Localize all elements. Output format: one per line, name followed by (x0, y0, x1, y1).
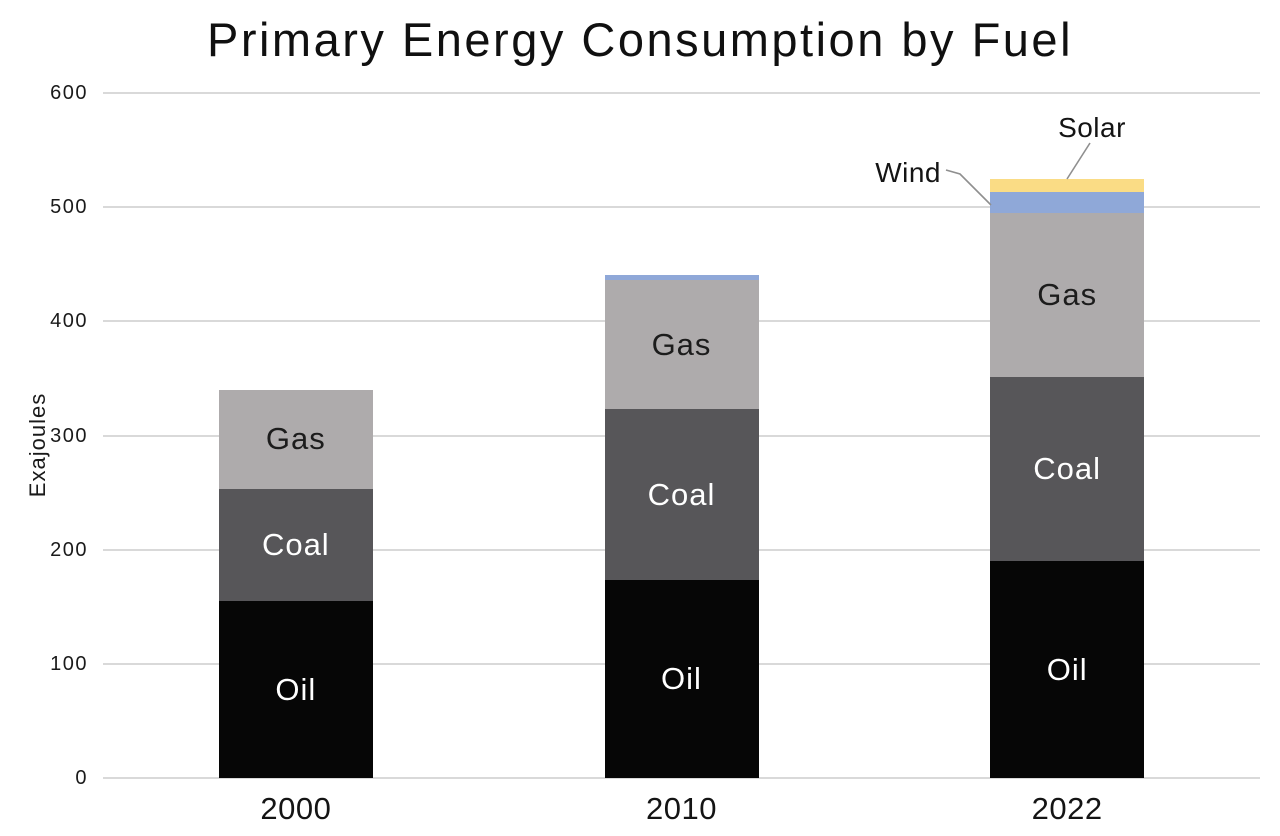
bar-segment-oil-2010: Oil (604, 580, 759, 778)
bar-segment-label: Coal (1033, 451, 1102, 487)
bar-segment-label: Gas (651, 326, 712, 362)
bar-segment-oil-2022: Oil (990, 561, 1145, 778)
bar-segment-oil-2000: Oil (218, 601, 373, 778)
chart-title: Primary Energy Consumption by Fuel (206, 13, 1074, 66)
wind-leader-line (945, 169, 992, 206)
x-tick-label: 2010 (646, 791, 717, 826)
y-tick-label: 200 (50, 538, 88, 561)
bar-segment-gas-2022: Gas (990, 212, 1145, 378)
bar-segment-wind-2022 (990, 192, 1145, 213)
x-tick-label: 2000 (260, 791, 332, 826)
y-tick-label: 600 (50, 82, 88, 104)
bar-segment-label: Coal (261, 527, 330, 563)
y-tick-label: 500 (50, 196, 88, 219)
bar-segment-gas-2010: Gas (604, 280, 759, 410)
solar-leader-line (1066, 142, 1091, 180)
annotation-solar-label: Solar (1058, 112, 1126, 143)
bar-segment-coal-2010: Coal (604, 409, 759, 581)
bar-segment-solar-2022 (990, 178, 1145, 193)
annotation-wind-label: Wind (875, 157, 941, 188)
bar-segment-label: Gas (265, 421, 326, 457)
gridline (103, 92, 1260, 94)
bar-segment-label: Oil (661, 661, 702, 697)
y-tick-label: 0 (75, 767, 88, 789)
bar-segment-coal-2000: Coal (218, 489, 373, 602)
gridline (103, 206, 1260, 209)
gridline (103, 777, 1260, 779)
bar-segment-label: Oil (275, 671, 317, 707)
y-tick-label: 300 (50, 424, 88, 447)
x-tick-label: 2022 (1031, 791, 1103, 826)
bar-segment-wind-2010 (604, 274, 759, 281)
bar-segment-label: Gas (1037, 277, 1098, 313)
bar-segment-coal-2022: Coal (990, 377, 1145, 562)
y-tick-label: 100 (50, 652, 88, 675)
bar-segment-label: Oil (1046, 651, 1088, 687)
bar-segment-label: Coal (647, 476, 716, 512)
bar-segment-gas-2000: Gas (218, 389, 373, 490)
y-tick-label: 400 (50, 310, 88, 333)
